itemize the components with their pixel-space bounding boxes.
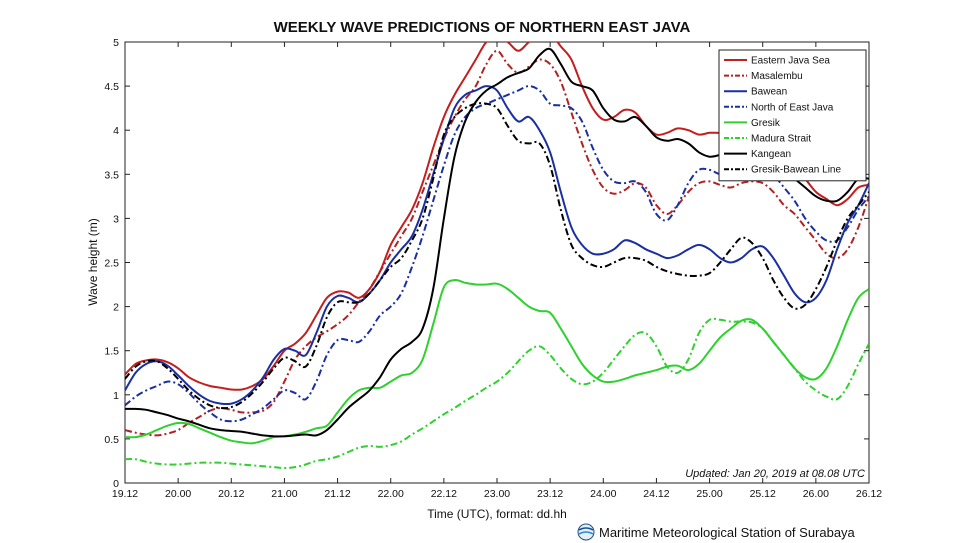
x-tick-label: 26.00	[803, 488, 829, 500]
x-tick-label: 22.00	[378, 488, 404, 500]
y-tick-label: 5	[113, 37, 119, 49]
legend-label-gresik: Gresik	[751, 118, 781, 129]
legend-label-gresik-bawean-line: Gresik-Bawean Line	[751, 165, 841, 176]
x-tick-label: 21.00	[271, 488, 297, 500]
x-tick-label: 22.12	[431, 488, 457, 500]
x-tick-label: 23.00	[484, 488, 510, 500]
legend-label-kangean: Kangean	[751, 149, 791, 160]
station-credit: Maritime Meteorological Station of Surab…	[599, 525, 856, 540]
y-tick-label: 2	[113, 302, 119, 314]
x-tick-label: 21.12	[324, 488, 350, 500]
y-axis-label: Wave height (m)	[86, 218, 100, 306]
station-logo	[577, 523, 595, 541]
x-tick-label: 25.00	[696, 488, 722, 500]
x-tick-label: 23.12	[537, 488, 563, 500]
series-line-gresik-bawean-line	[125, 102, 869, 410]
legend-label-madura-strait: Madura Strait	[751, 134, 811, 145]
y-tick-label: 3	[113, 213, 119, 225]
x-tick-label: 24.12	[643, 488, 669, 500]
legend-label-bawean: Bawean	[751, 87, 787, 98]
axis-ticks: 19.12 20.00 20.12 21.00 21.12 22.00 22.12 23.00…	[104, 37, 882, 500]
y-tick-label: 1.5	[104, 346, 119, 358]
series-line-gresik	[125, 278, 869, 445]
series-line-masalembu	[125, 49, 869, 437]
y-tick-label: 0	[113, 478, 119, 490]
y-tick-label: 3.5	[104, 169, 119, 181]
legend-label-north-of-east-java: North of East Java	[751, 102, 834, 113]
legend: Eastern Java Sea Masalembu Bawean North of …	[718, 49, 867, 182]
series-line-north-of-east-java	[125, 85, 869, 423]
y-tick-label: 4.5	[104, 81, 119, 93]
series-line-madura-strait	[125, 317, 869, 469]
x-tick-label: 19.12	[112, 488, 138, 500]
legend-box	[718, 49, 867, 182]
series-line-bawean	[125, 85, 869, 406]
x-tick-label: 24.00	[590, 488, 616, 500]
y-tick-label: 0.5	[104, 434, 119, 446]
y-tick-label: 4	[113, 125, 119, 137]
x-axis-label: Time (UTC), format: dd.hh	[427, 507, 567, 521]
legend-label-masalembu: Masalembu	[751, 71, 803, 82]
y-tick-label: 2.5	[104, 258, 119, 270]
x-tick-label: 20.00	[165, 488, 191, 500]
updated-annotation: Updated: Jan 20, 2019 at 08.08 UTC	[685, 468, 865, 480]
y-tick-label: 1	[113, 390, 119, 402]
chart-title: WEEKLY WAVE PREDICTIONS OF NORTHERN EAST…	[274, 19, 691, 36]
x-tick-label: 20.12	[218, 488, 244, 500]
x-tick-label: 26.12	[856, 488, 882, 500]
legend-label-eastern-java-sea: Eastern Java Sea	[751, 56, 830, 67]
x-tick-label: 25.12	[750, 488, 776, 500]
